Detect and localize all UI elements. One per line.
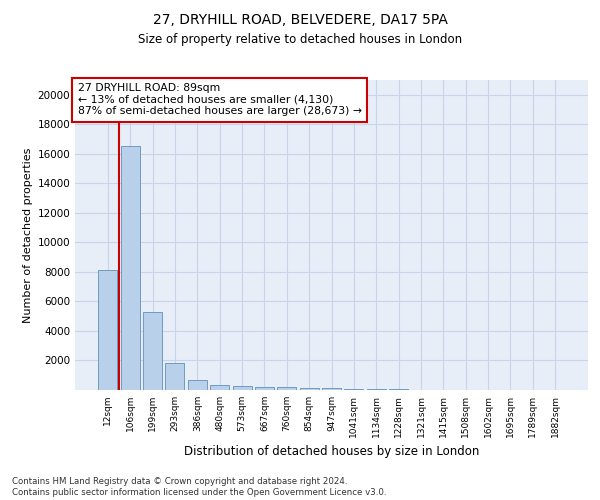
Bar: [322, 388, 341, 390]
Text: Size of property relative to detached houses in London: Size of property relative to detached ho…: [138, 32, 462, 46]
Bar: [210, 385, 229, 390]
Bar: [344, 389, 364, 390]
Bar: [277, 387, 296, 390]
Bar: [98, 270, 118, 390]
Bar: [166, 364, 184, 390]
X-axis label: Distribution of detached houses by size in London: Distribution of detached houses by size …: [184, 446, 479, 458]
Bar: [299, 388, 319, 390]
Text: 27, DRYHILL ROAD, BELVEDERE, DA17 5PA: 27, DRYHILL ROAD, BELVEDERE, DA17 5PA: [152, 12, 448, 26]
Text: Contains HM Land Registry data © Crown copyright and database right 2024.
Contai: Contains HM Land Registry data © Crown c…: [12, 478, 386, 497]
Y-axis label: Number of detached properties: Number of detached properties: [23, 148, 33, 322]
Bar: [233, 386, 251, 390]
Bar: [121, 146, 140, 390]
Bar: [255, 386, 274, 390]
Text: 27 DRYHILL ROAD: 89sqm
← 13% of detached houses are smaller (4,130)
87% of semi-: 27 DRYHILL ROAD: 89sqm ← 13% of detached…: [77, 83, 362, 116]
Bar: [367, 389, 386, 390]
Bar: [188, 380, 207, 390]
Bar: [143, 312, 162, 390]
